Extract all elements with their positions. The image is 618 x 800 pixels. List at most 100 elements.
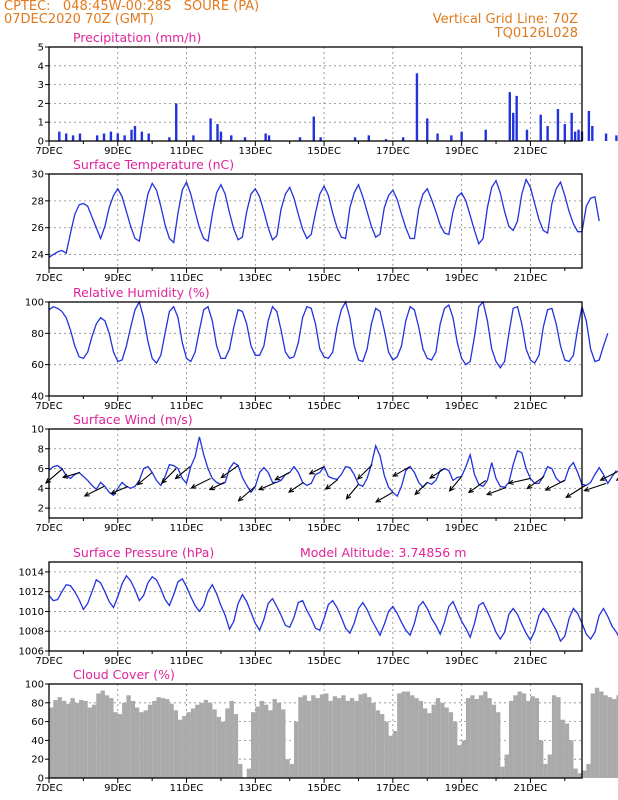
cloud-bar	[53, 699, 58, 778]
header-grid-note: Vertical Grid Line: 70Z	[432, 12, 578, 27]
x-tick-label: 17DEC	[376, 273, 410, 284]
wind-vector-head	[324, 484, 331, 490]
cloud-bar	[255, 706, 260, 778]
precip-bar	[312, 116, 315, 141]
wind-vector	[414, 482, 428, 496]
cloud-bar	[405, 691, 411, 778]
y-tick-label: 8	[38, 444, 44, 455]
wind-vector-shaft	[258, 481, 277, 491]
precip-bar	[319, 137, 322, 141]
cloud-bar	[418, 700, 424, 778]
wind-series-line	[48, 436, 617, 498]
wind-vector-shaft	[527, 476, 545, 489]
x-tick-label: 21DEC	[514, 273, 548, 284]
precip-bar	[140, 131, 144, 141]
wind-vector	[288, 481, 304, 493]
panel-title: Cloud Cover (%)	[73, 667, 175, 682]
x-tick-label: 9DEC	[104, 273, 131, 284]
precip-bar	[175, 103, 178, 141]
cloud-bar	[556, 697, 561, 778]
wind-vector	[190, 477, 211, 489]
x-tick-label: 21DEC	[514, 146, 548, 157]
wind-vector-head	[160, 478, 167, 484]
cloud-bar	[530, 696, 535, 778]
precip-bar	[539, 114, 542, 141]
cloud-bar	[229, 700, 234, 778]
y-tick-label: 40	[31, 392, 44, 403]
cloud-bar	[79, 699, 84, 778]
cloud-bar	[496, 712, 501, 778]
cloud-bar	[465, 698, 471, 778]
wind-vector-shaft	[449, 476, 463, 492]
cloud-bar	[384, 721, 389, 778]
wind-vector-shaft	[508, 477, 531, 484]
x-tick-label: 13DEC	[238, 146, 272, 157]
cloud-bar	[607, 697, 613, 778]
cloud-bar	[461, 740, 466, 778]
wind-vector	[61, 471, 81, 479]
y-tick-label: 5	[38, 43, 44, 54]
y-tick-label: 6	[38, 464, 44, 475]
cloud-bar	[594, 687, 600, 778]
header-station: CPTEC: 048:45W-00:28S SOURE (PA)	[4, 0, 260, 14]
cloud-bar	[238, 763, 243, 778]
wind-vector-head	[220, 472, 227, 479]
cloud-bar	[551, 695, 557, 778]
x-tick-label: 13DEC	[238, 656, 272, 667]
cloud-bar	[83, 700, 88, 778]
precip-bar	[436, 133, 439, 141]
wind-vector	[208, 481, 225, 491]
cloud-bar	[569, 740, 574, 778]
precip-bar	[525, 129, 529, 141]
cloud-bar	[117, 714, 123, 778]
cloud-bar	[336, 698, 342, 778]
cloud-bar	[483, 691, 488, 778]
x-tick-label: 13DEC	[238, 273, 272, 284]
cloud-bar	[126, 695, 131, 778]
cloud-bar	[61, 700, 67, 778]
wind-vector	[583, 482, 607, 492]
cloud-bar	[444, 707, 449, 778]
wind-vector-head	[599, 475, 606, 481]
x-tick-label: 19DEC	[445, 401, 479, 412]
x-tick-label: 15DEC	[307, 783, 341, 794]
wind-vector-shaft	[429, 468, 445, 479]
precip-bar	[415, 73, 419, 141]
cloud-bar	[453, 721, 458, 778]
wind-vector-head	[274, 475, 281, 481]
cloud-bar	[199, 702, 204, 778]
cloud-bar	[345, 700, 350, 778]
wind-vector	[615, 477, 618, 481]
precip-bar	[264, 133, 267, 141]
wind-vector-head	[237, 495, 244, 502]
precip-bar	[116, 133, 119, 141]
cloud-bar	[212, 709, 217, 778]
wind-vector-head	[526, 483, 533, 490]
wind-vector	[356, 464, 373, 480]
cloud-bar	[397, 693, 402, 778]
precip-bar	[367, 135, 370, 141]
wind-vector-shaft	[191, 477, 211, 489]
cloud-bar	[225, 708, 230, 778]
precip-bar	[209, 118, 212, 141]
y-tick-label: 60	[31, 360, 44, 371]
y-tick-label: 2	[38, 99, 44, 110]
cloud-bar	[306, 700, 312, 778]
cloud-bar	[534, 698, 540, 778]
wind-vector-shaft	[175, 466, 191, 480]
wind-vector-head	[110, 489, 117, 495]
cloud-bar	[349, 698, 355, 778]
cloud-bar	[586, 763, 591, 778]
y-tick-label: 60	[31, 717, 44, 728]
cloud-bar	[508, 700, 514, 778]
plot-frame	[48, 173, 583, 269]
cloud-bar	[543, 763, 548, 778]
wind-vector-head	[83, 491, 90, 497]
precip-bar	[546, 125, 549, 141]
x-tick-label: 21DEC	[514, 523, 548, 534]
temperature-series-line	[48, 177, 600, 258]
precip-bar	[71, 135, 75, 141]
x-tick-label: 9DEC	[104, 656, 131, 667]
wind-vector-head	[208, 485, 215, 491]
